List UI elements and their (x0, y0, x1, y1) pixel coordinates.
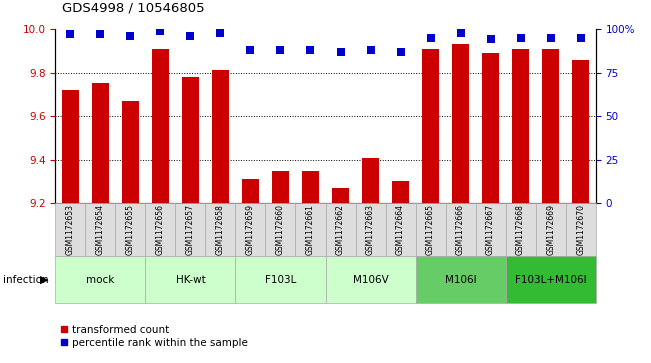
Point (65, 31, 76, 37)
Bar (85, 203, 115, 256)
Text: GSM1172663: GSM1172663 (366, 204, 375, 255)
Text: GSM1172658: GSM1172658 (216, 204, 225, 255)
Bar (272, 171, 289, 203)
Text: GSM1172660: GSM1172660 (276, 204, 285, 255)
Bar (242, 179, 258, 203)
Bar (55, 256, 145, 303)
Text: GSM1172666: GSM1172666 (456, 204, 465, 255)
Point (546, 35, 556, 41)
Bar (332, 188, 349, 203)
Point (95, 31, 105, 37)
Bar (415, 203, 445, 256)
Bar (393, 182, 409, 203)
Point (395, 49, 406, 54)
Bar (266, 203, 296, 256)
Point (456, 30, 466, 36)
Bar (385, 203, 415, 256)
Bar (296, 203, 326, 256)
Text: infection: infection (3, 274, 49, 285)
Bar (572, 60, 589, 203)
Text: HK-wt: HK-wt (176, 274, 205, 285)
Point (155, 28, 165, 34)
Bar (206, 203, 236, 256)
Point (245, 47, 256, 53)
Text: ▶: ▶ (40, 274, 49, 285)
Point (275, 47, 286, 53)
Text: F103L+M106I: F103L+M106I (515, 274, 587, 285)
Bar (536, 203, 566, 256)
Point (486, 37, 496, 42)
Text: GSM1172659: GSM1172659 (246, 204, 255, 255)
Text: GSM1172656: GSM1172656 (156, 204, 165, 255)
Text: GSM1172665: GSM1172665 (426, 204, 435, 255)
Bar (145, 203, 175, 256)
Bar (512, 49, 529, 203)
Text: GSM1172667: GSM1172667 (486, 204, 495, 255)
Point (365, 47, 376, 53)
Text: GSM1172664: GSM1172664 (396, 204, 405, 255)
Bar (422, 49, 439, 203)
Bar (415, 256, 506, 303)
Bar (362, 158, 379, 203)
Text: GSM1172654: GSM1172654 (96, 204, 105, 255)
Bar (212, 70, 229, 203)
Bar (62, 90, 79, 203)
Text: GSM1172661: GSM1172661 (306, 204, 315, 255)
Bar (152, 49, 169, 203)
Point (305, 47, 316, 53)
Text: GSM1172670: GSM1172670 (576, 204, 585, 255)
Bar (452, 44, 469, 203)
Bar (182, 77, 199, 203)
Bar (326, 203, 355, 256)
Bar (542, 49, 559, 203)
Text: GSM1172669: GSM1172669 (546, 204, 555, 255)
Text: GDS4998 / 10546805: GDS4998 / 10546805 (62, 1, 204, 15)
Bar (175, 203, 206, 256)
Bar (506, 256, 596, 303)
Bar (302, 171, 319, 203)
Bar (355, 203, 385, 256)
Point (125, 33, 135, 39)
Bar (506, 203, 536, 256)
Bar (55, 203, 85, 256)
Bar (445, 203, 476, 256)
Text: GSM1172668: GSM1172668 (516, 204, 525, 255)
Bar (236, 256, 326, 303)
Point (575, 35, 586, 41)
Text: GSM1172657: GSM1172657 (186, 204, 195, 255)
Text: GSM1172655: GSM1172655 (126, 204, 135, 255)
Point (335, 49, 346, 54)
Bar (115, 203, 145, 256)
Bar (476, 203, 506, 256)
Text: M106V: M106V (353, 274, 389, 285)
Bar (145, 256, 236, 303)
Text: GSM1172653: GSM1172653 (66, 204, 75, 255)
Bar (482, 53, 499, 203)
Point (516, 35, 526, 41)
Point (425, 35, 436, 41)
Point (215, 30, 226, 36)
Text: mock: mock (86, 274, 115, 285)
Bar (326, 256, 415, 303)
Text: F103L: F103L (265, 274, 296, 285)
Point (186, 33, 196, 39)
Legend: transformed count, percentile rank within the sample: transformed count, percentile rank withi… (61, 325, 248, 348)
Bar (92, 83, 109, 203)
Text: GSM1172662: GSM1172662 (336, 204, 345, 255)
Bar (122, 101, 139, 203)
Bar (236, 203, 266, 256)
Bar (566, 203, 596, 256)
Text: M106I: M106I (445, 274, 477, 285)
